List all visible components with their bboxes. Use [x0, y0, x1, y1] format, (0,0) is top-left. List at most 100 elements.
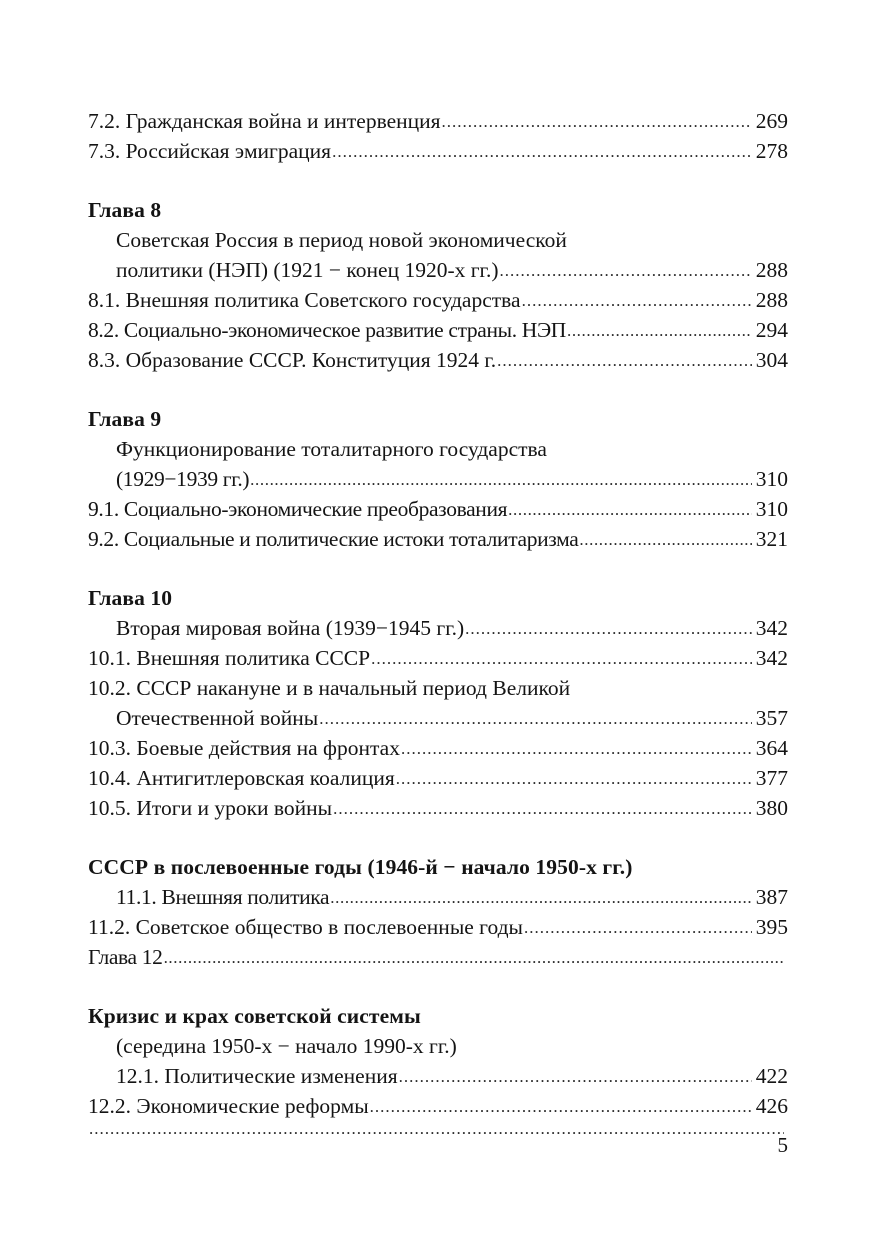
toc-entry-page: 278 [755, 139, 788, 163]
toc-entry-7-3[interactable]: 7.3. Российская эмиграция 278 [88, 136, 788, 166]
toc-group-chapter-11: СССР в послевоенные годы (1946-й − начал… [88, 852, 788, 972]
chapter-12-title-line-1[interactable]: (середина 1950-х − начало 1990-х гг.) [116, 1031, 788, 1061]
toc-entry-8-3[interactable]: 8.3. Образование СССР. Конституция 1924 … [88, 345, 788, 375]
chapter-8-title-line-1[interactable]: Советская Россия в период новой экономич… [116, 225, 788, 255]
toc-entry-label: (середина 1950-х − начало 1990-х гг.) [116, 1034, 457, 1058]
toc-entry-12-1[interactable]: 12.2. Экономические реформы 426 [88, 1091, 788, 1121]
dot-leader [508, 501, 752, 518]
toc-entry-label: 12.2. Экономические реформы [88, 1094, 369, 1118]
toc-entry-page: 321 [755, 527, 788, 551]
dot-leader [332, 143, 752, 160]
toc-entry-label: Функционирование тоталитарного государст… [116, 437, 547, 461]
toc-group-7: 7.2. Гражданская война и интервенция 269… [88, 106, 788, 166]
toc-entry-page: 422 [755, 1064, 788, 1088]
toc-entry-page: 387 [755, 885, 788, 909]
chapter-9-title-line-2[interactable]: (1929−1939 гг.) 310 [116, 464, 788, 494]
dot-leader [89, 1120, 784, 1137]
toc-entry-label: 12.1. Политические изменения [116, 1064, 398, 1088]
toc-entry-page: 380 [755, 796, 788, 820]
toc-entry-10-1[interactable]: 10.1. Внешняя политика СССР 342 [88, 643, 788, 673]
toc-entry-10-4[interactable]: 10.4. Антигитлеровская коалиция 377 [88, 763, 788, 793]
toc-entry-label: 8.1. Внешняя политика Советского государ… [88, 288, 521, 312]
toc-entry-label: Глава 12 [88, 945, 163, 969]
dot-leader [442, 113, 752, 130]
dot-leader [399, 1068, 752, 1085]
dot-leader [319, 710, 752, 727]
toc-entry-label: 10.4. Антигитлеровская коалиция [88, 766, 395, 790]
dot-leader [333, 800, 752, 817]
toc-entry-label: 10.2. СССР накануне и в начальный период… [88, 676, 571, 700]
toc-entry-label: 11.1. Внешняя политика [116, 885, 330, 909]
dot-leader [164, 949, 784, 966]
toc-entry-list: 7.2. Гражданская война и интервенция 269… [88, 106, 788, 1138]
toc-entry-page: 364 [755, 736, 788, 760]
toc-entry-label: 10.1. Внешняя политика СССР [88, 646, 371, 670]
toc-entry-page: 395 [755, 915, 788, 939]
dot-leader [371, 650, 752, 667]
toc-entry-10-2-line-2[interactable]: Отечественной войны 357 [116, 703, 788, 733]
dot-leader [250, 471, 752, 488]
toc-entry-8-2[interactable]: 8.2. Социально-экономическое развитие ст… [88, 315, 788, 345]
toc-entry-label: 7.2. Гражданская война и интервенция [88, 109, 441, 133]
toc-entry-label: 9.1. Социально-экономические преобразова… [88, 497, 508, 521]
chapter-heading-8: Глава 8 [88, 198, 162, 222]
dot-leader [330, 889, 751, 906]
chapter-heading-10: Глава 10 [88, 586, 173, 610]
toc-entry-page: 310 [755, 467, 788, 491]
toc-entry-12-2[interactable] [88, 1121, 788, 1138]
toc-entry-page: 304 [755, 348, 788, 372]
toc-entry-page: 288 [755, 258, 788, 282]
toc-entry-label: политики (НЭП) (1921 − конец 1920-х гг.) [116, 258, 499, 282]
toc-entry-page: 310 [755, 497, 788, 521]
dot-leader [401, 740, 752, 757]
toc-entry-page: 426 [755, 1094, 788, 1118]
toc-entry-9-2[interactable]: 9.2. Социальные и политические истоки то… [88, 524, 788, 554]
toc-entry-label: Отечественной войны [116, 706, 319, 730]
dot-leader [465, 620, 752, 637]
toc-entry-label: 10.3. Боевые действия на фронтах [88, 736, 400, 760]
toc-entry-label: Советская Россия в период новой экономич… [116, 228, 567, 252]
dot-leader [579, 531, 751, 548]
toc-entry-label: 9.2. Социальные и политические истоки то… [88, 527, 579, 551]
page-number: 5 [777, 1133, 789, 1157]
dot-leader [499, 262, 751, 279]
toc-entry-page: 357 [755, 706, 788, 730]
toc-entry-page: 288 [755, 288, 788, 312]
dot-leader [524, 919, 752, 936]
dot-leader [497, 352, 752, 369]
toc-group-chapter-12: Кризис и крах советской системы (середин… [88, 1001, 788, 1138]
toc-entry-label: (1929−1939 гг.) [116, 467, 250, 491]
toc-entry-8-1[interactable]: 8.1. Внешняя политика Советского государ… [88, 285, 788, 315]
chapter-11-title[interactable]: 11.1. Внешняя политика 387 [116, 882, 788, 912]
toc-entry-label: 11.2. Советское общество в послевоенные … [88, 915, 523, 939]
toc-entry-11-2[interactable]: Глава 12 [88, 942, 788, 972]
toc-entry-page: 377 [755, 766, 788, 790]
chapter-heading-9: Глава 9 [88, 407, 162, 431]
toc-entry-page: 269 [755, 109, 788, 133]
chapter-8-title-line-2[interactable]: политики (НЭП) (1921 − конец 1920-х гг.)… [116, 255, 788, 285]
toc-entry-label: Вторая мировая война (1939−1945 гг.) [116, 616, 465, 640]
toc-entry-10-5[interactable]: 10.5. Итоги и уроки войны 380 [88, 793, 788, 823]
chapter-12-title-line-2[interactable]: 12.1. Политические изменения 422 [116, 1061, 788, 1091]
toc-entry-11-1[interactable]: 11.2. Советское общество в послевоенные … [88, 912, 788, 942]
chapter-heading-12: Кризис и крах советской системы [88, 1004, 421, 1028]
toc-group-chapter-9: Глава 9 Функционирование тоталитарного г… [88, 404, 788, 554]
toc-entry-9-1[interactable]: 9.1. Социально-экономические преобразова… [88, 494, 788, 524]
toc-entry-10-3[interactable]: 10.3. Боевые действия на фронтах 364 [88, 733, 788, 763]
toc-group-chapter-8: Глава 8 Советская Россия в период новой … [88, 195, 788, 375]
toc-entry-label: 8.3. Образование СССР. Конституция 1924 … [88, 348, 497, 372]
dot-leader [567, 322, 752, 339]
toc-entry-page: 342 [755, 646, 788, 670]
chapter-9-title-line-1[interactable]: Функционирование тоталитарного государст… [116, 434, 788, 464]
toc-entry-7-2[interactable]: 7.2. Гражданская война и интервенция 269 [88, 106, 788, 136]
chapter-heading-11: СССР в послевоенные годы (1946-й − начал… [88, 855, 633, 879]
toc-entry-label: 8.2. Социально-экономическое развитие ст… [88, 318, 566, 342]
toc-group-chapter-10: Глава 10 Вторая мировая война (1939−1945… [88, 583, 788, 823]
toc-entry-10-2-line-1[interactable]: 10.2. СССР накануне и в начальный период… [88, 673, 788, 703]
dot-leader [396, 770, 752, 787]
toc-entry-page: 342 [755, 616, 788, 640]
dot-leader [522, 292, 752, 309]
toc-entry-label: 7.3. Российская эмиграция [88, 139, 332, 163]
chapter-10-title[interactable]: Вторая мировая война (1939−1945 гг.) 342 [116, 613, 788, 643]
